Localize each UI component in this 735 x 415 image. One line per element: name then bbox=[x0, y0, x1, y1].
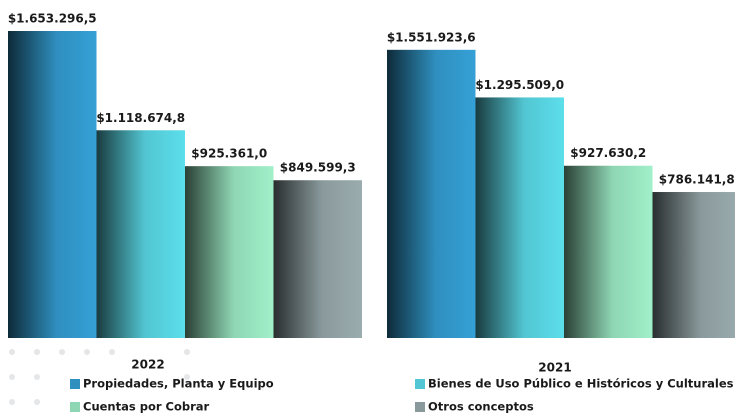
value-label: $1.551.923,6 bbox=[387, 30, 476, 44]
bar bbox=[185, 166, 274, 338]
legend-label: Propiedades, Planta y Equipo bbox=[83, 377, 274, 391]
bar bbox=[652, 192, 735, 338]
legend-label: Cuentas por Cobrar bbox=[83, 400, 210, 414]
bar bbox=[387, 49, 476, 339]
legend-swatch bbox=[415, 402, 425, 412]
legend-swatch bbox=[415, 379, 425, 389]
bar bbox=[96, 130, 185, 338]
value-label: $927.630,2 bbox=[570, 146, 646, 160]
value-label: $1.653.296,5 bbox=[8, 12, 97, 26]
value-label: $849.599,3 bbox=[280, 161, 356, 175]
value-label: $786.141,8 bbox=[659, 173, 735, 187]
value-label: $925.361,0 bbox=[191, 147, 267, 161]
decor-dots bbox=[9, 349, 190, 405]
bar bbox=[273, 180, 362, 338]
bar bbox=[8, 31, 97, 338]
legend-label: Otros conceptos bbox=[428, 400, 534, 414]
legend-swatch bbox=[70, 402, 80, 412]
legend-label: Bienes de Uso Público e Históricos y Cul… bbox=[428, 377, 734, 391]
bar bbox=[564, 165, 653, 338]
value-label: $1.118.674,8 bbox=[96, 111, 185, 125]
x-tick-label: 2021 bbox=[538, 361, 571, 375]
legend-swatch bbox=[70, 379, 80, 389]
bar bbox=[475, 97, 564, 338]
x-tick-label: 2022 bbox=[131, 358, 164, 372]
value-label: $1.295.509,0 bbox=[475, 78, 564, 92]
